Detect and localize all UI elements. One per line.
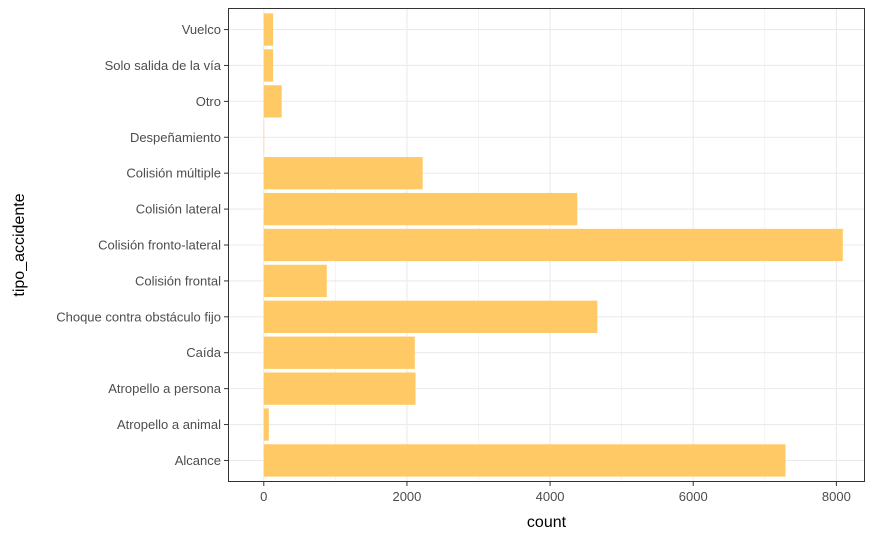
y-tick-label: Vuelco [182,22,221,37]
y-tick-label: Colisión lateral [136,202,221,217]
y-axis: Alcance Atropello a animal Atropello a per… [56,22,228,468]
y-tick-label: Despeñamiento [130,130,221,145]
bar-choque-contra-obstaculo-fijo [263,300,598,333]
bar-colision-lateral [263,192,578,226]
x-tick-label: 6000 [679,489,708,504]
y-tick-label: Atropello a animal [117,417,221,432]
x-axis-title: count [527,514,567,531]
bar-colision-multiple [263,157,423,190]
bar-atropello-a-persona [263,372,416,405]
y-tick-label: Colisión fronto-lateral [98,238,221,253]
bar-atropello-a-animal [263,408,269,441]
panel-border [228,8,865,482]
bar-otro [263,85,282,118]
y-tick-label: Atropello a persona [108,381,222,396]
y-tick-label: Otro [196,94,221,109]
bar-caida [263,336,415,369]
y-axis-title: tipo_accidente [11,193,28,296]
bar-solo-salida-de-la-via [263,49,274,82]
x-tick-label: 8000 [822,489,851,504]
bar-colision-frontal [263,264,327,298]
bar-alcance [263,444,786,477]
y-tick-label: Alcance [175,453,221,468]
x-tick-label: 4000 [536,489,565,504]
x-tick-label: 0 [260,489,267,504]
bars [263,13,843,477]
y-tick-label: Choque contra obstáculo fijo [56,309,221,324]
x-tick-label: 2000 [392,489,421,504]
bar-vuelco [263,13,274,46]
y-tick-label: Colisión frontal [135,273,221,288]
y-tick-label: Solo salida de la vía [105,58,222,73]
x-axis: 0 2000 4000 6000 8000 [260,482,851,504]
y-tick-label: Colisión múltiple [126,166,221,181]
y-tick-label: Caída [186,345,221,360]
bar-colision-fronto-lateral [263,228,843,262]
